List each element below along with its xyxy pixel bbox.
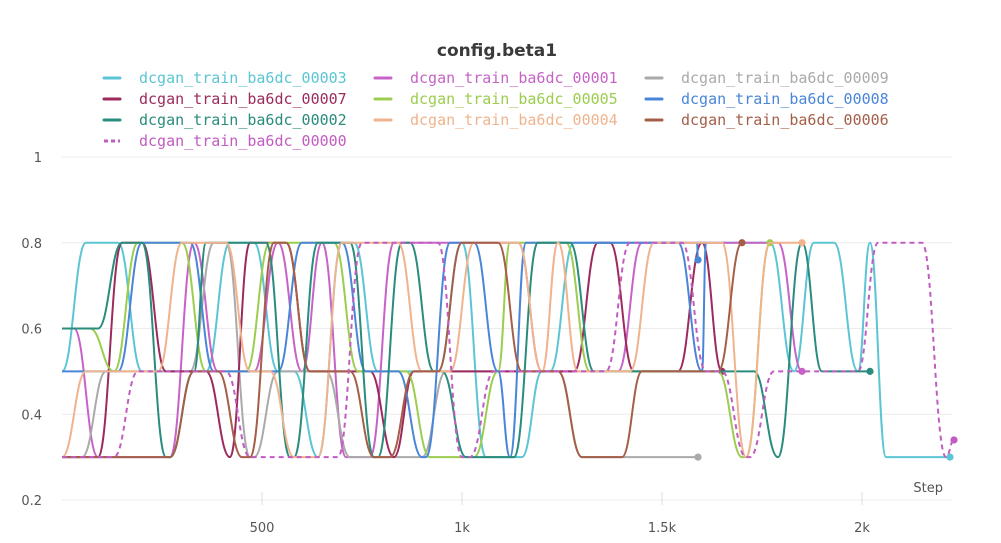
y-tick-label: 0.2 [21, 494, 42, 509]
y-tick-label: 0.6 [21, 323, 42, 338]
y-tick-label: 0.8 [21, 237, 42, 252]
x-axis-label: Step [913, 481, 943, 496]
legend-item: dcgan_train_ba6dc_00004 [373, 111, 618, 129]
legend-item: dcgan_train_ba6dc_00000 [104, 132, 347, 150]
x-tick-label: 500 [250, 521, 275, 536]
series-end-point [950, 436, 958, 444]
x-tick-label: 1k [454, 521, 470, 536]
legend-item: dcgan_train_ba6dc_00005 [373, 90, 618, 108]
legend-item: dcgan_train_ba6dc_00006 [644, 111, 889, 129]
legend-item: dcgan_train_ba6dc_00009 [644, 69, 889, 87]
legend-label: dcgan_train_ba6dc_00005 [410, 90, 618, 108]
legend-item: dcgan_train_ba6dc_00001 [373, 69, 618, 87]
x-tick-label: 1.5k [648, 521, 677, 536]
legend-label: dcgan_train_ba6dc_00002 [139, 111, 347, 129]
series-end-point [866, 367, 874, 375]
axis-ticks: 0.2 0.4 0.6 0.8 1 500 1k 1.5k 2k [21, 151, 870, 536]
series-layer [61, 239, 958, 461]
x-tick-label: 2k [854, 521, 870, 536]
series-end-point [798, 239, 806, 247]
legend: dcgan_train_ba6dc_00003 dcgan_train_ba6dc… [102, 69, 889, 150]
series-end-point [694, 256, 702, 264]
y-tick-label: 1 [34, 151, 42, 166]
series-line-10 [62, 241, 955, 459]
legend-item: dcgan_train_ba6dc_00008 [644, 90, 889, 108]
series-end-point [738, 239, 746, 247]
legend-label: dcgan_train_ba6dc_00003 [139, 69, 347, 87]
chart-title: config.beta1 [437, 41, 557, 61]
legend-item: dcgan_train_ba6dc_00002 [102, 111, 347, 129]
legend-label: dcgan_train_ba6dc_00007 [139, 90, 347, 108]
series-end-point [946, 453, 954, 461]
legend-label: dcgan_train_ba6dc_00006 [681, 111, 889, 129]
legend-label: dcgan_train_ba6dc_00004 [410, 111, 618, 129]
legend-item: dcgan_train_ba6dc_00003 [102, 69, 347, 87]
series-line-4 [62, 241, 723, 459]
y-tick-label: 0.4 [21, 408, 42, 423]
legend-label: dcgan_train_ba6dc_00000 [139, 132, 347, 150]
legend-label: dcgan_train_ba6dc_00009 [681, 69, 889, 87]
series-line-9 [62, 241, 743, 459]
legend-label: dcgan_train_ba6dc_00008 [681, 90, 889, 108]
series-end-point [694, 453, 702, 461]
legend-label: dcgan_train_ba6dc_00001 [410, 69, 618, 87]
series-line-3 [62, 241, 698, 459]
legend-item: dcgan_train_ba6dc_00007 [102, 90, 347, 108]
